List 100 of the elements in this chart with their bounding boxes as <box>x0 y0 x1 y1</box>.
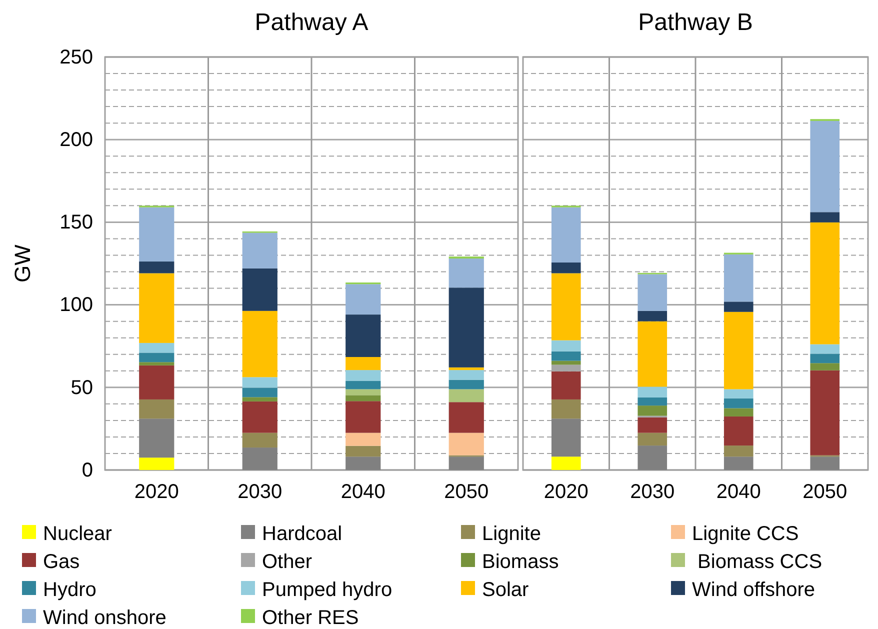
bar <box>242 448 278 470</box>
bar <box>638 446 668 470</box>
bar <box>810 212 840 222</box>
bar <box>638 417 668 433</box>
bar <box>810 370 840 456</box>
bar <box>346 401 381 433</box>
y-tick-label: 100 <box>60 294 93 316</box>
bar <box>139 207 174 262</box>
legend-label: Gas <box>43 551 80 573</box>
bar <box>346 380 381 390</box>
bar <box>346 284 381 315</box>
bar <box>242 388 278 398</box>
bar <box>346 432 381 446</box>
bar <box>551 371 581 400</box>
x-tick-label: 2050 <box>444 481 489 504</box>
bar <box>448 258 484 288</box>
bar <box>551 351 581 361</box>
legend-label: Biomass <box>482 551 559 573</box>
bar <box>551 399 581 419</box>
bar <box>242 310 278 378</box>
bar <box>448 389 484 402</box>
bar <box>448 367 484 370</box>
y-tick-label: 0 <box>82 459 93 482</box>
bar <box>242 397 278 402</box>
bar <box>346 395 381 402</box>
bar <box>448 456 484 470</box>
bar <box>638 386 668 398</box>
legend-label: Hardcoal <box>262 523 342 545</box>
bar <box>139 458 174 470</box>
bar <box>638 310 668 322</box>
x-tick-label: 2020 <box>134 481 179 504</box>
bar <box>139 399 174 419</box>
y-tick-label: 200 <box>60 129 93 151</box>
bar <box>346 314 381 358</box>
legend-label: Hydro <box>43 579 96 601</box>
y-tick-label: 150 <box>60 212 93 234</box>
y-axis-title: GW <box>10 244 35 282</box>
bar <box>724 302 754 312</box>
bar <box>242 377 278 388</box>
bar <box>551 273 581 340</box>
bar <box>810 354 840 364</box>
bar <box>638 321 668 387</box>
legend-label: Other RES <box>262 607 359 629</box>
bar <box>139 262 174 274</box>
bar <box>551 207 581 263</box>
bar <box>551 360 581 365</box>
bar <box>242 401 278 433</box>
bar <box>448 288 484 368</box>
bar <box>551 262 581 274</box>
bar <box>724 408 754 416</box>
legend-label: Wind offshore <box>692 579 816 601</box>
bar <box>448 380 484 390</box>
bar <box>448 432 484 456</box>
x-tick-label: 2050 <box>802 481 848 504</box>
y-tick-label: 250 <box>60 46 93 68</box>
bar <box>638 274 668 311</box>
bar <box>346 456 381 470</box>
x-tick-label: 2020 <box>544 481 588 504</box>
bar <box>638 406 668 416</box>
bar <box>346 370 381 381</box>
legend-label: Wind onshore <box>43 607 166 629</box>
bar <box>638 397 668 406</box>
x-tick-label: 2040 <box>340 481 386 504</box>
bar <box>346 446 381 457</box>
bar <box>139 342 174 353</box>
legend-label: Biomass CCS <box>692 551 822 573</box>
bar <box>139 352 174 362</box>
chart-title: Pathway B <box>638 9 753 36</box>
chart-title: Pathway A <box>254 9 368 36</box>
bar <box>242 432 278 448</box>
x-tick-label: 2030 <box>630 481 675 504</box>
bar <box>724 456 754 470</box>
legend-label: Other <box>262 551 312 573</box>
bar <box>551 340 581 352</box>
bar <box>810 456 840 470</box>
bar <box>810 344 840 354</box>
x-tick-label: 2040 <box>716 481 761 504</box>
bar <box>139 273 174 343</box>
bar <box>448 402 484 433</box>
y-tick-label: 50 <box>70 376 93 399</box>
bar <box>724 446 754 457</box>
bar <box>638 432 668 446</box>
bar <box>139 418 174 458</box>
bar <box>346 389 381 396</box>
bar <box>810 222 840 344</box>
legend-label: Nuclear <box>43 523 112 545</box>
bar <box>139 362 174 366</box>
legend-label: Lignite CCS <box>692 523 799 545</box>
bar <box>724 312 754 390</box>
legend-label: Pumped hydro <box>262 579 392 601</box>
bar <box>724 398 754 408</box>
bar <box>551 418 581 457</box>
bar <box>724 416 754 446</box>
bar <box>139 365 174 400</box>
bar <box>242 232 278 268</box>
bar <box>242 268 278 311</box>
legend-label: Lignite <box>482 523 541 545</box>
x-tick-label: 2030 <box>238 481 282 504</box>
bar <box>810 120 840 212</box>
bar <box>810 363 840 370</box>
